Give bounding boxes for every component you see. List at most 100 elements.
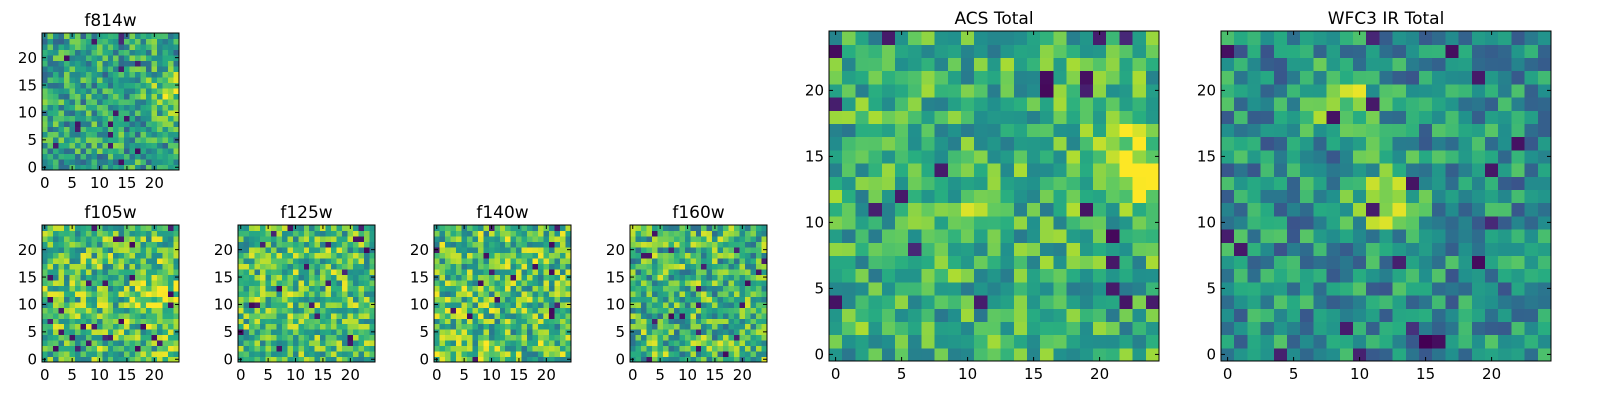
- heatmap-cell: [881, 189, 896, 204]
- heatmap-cell: [987, 57, 1002, 72]
- heatmap-cell: [1221, 123, 1235, 138]
- heatmap-cell: [129, 148, 136, 155]
- heatmap-cell: [42, 235, 49, 243]
- heatmap-cell: [168, 257, 175, 264]
- heatmap-cell: [1366, 255, 1380, 270]
- heatmap-cell: [1379, 281, 1394, 296]
- x-tick-label: 5: [897, 365, 907, 383]
- heatmap-cell: [717, 340, 724, 347]
- heatmap-cell: [505, 329, 512, 336]
- heatmap-cell: [1300, 255, 1314, 270]
- heatmap-cell: [135, 329, 142, 336]
- heatmap-cell: [1498, 308, 1512, 322]
- heatmap-cell: [934, 308, 949, 322]
- heatmap-cell: [353, 318, 360, 325]
- heatmap-cell: [1353, 44, 1367, 58]
- heatmap-cell: [1498, 149, 1512, 164]
- heatmap-cell: [1405, 202, 1420, 217]
- heatmap-cell: [679, 318, 686, 325]
- heatmap-cell: [1234, 97, 1248, 111]
- heatmap-cell: [554, 225, 561, 232]
- heatmap-cell: [238, 340, 245, 347]
- heatmap-cell: [723, 268, 730, 275]
- heatmap-cell: [63, 340, 70, 347]
- heatmap-cell: [538, 268, 545, 275]
- heatmap-cell: [1392, 176, 1407, 190]
- heatmap-cell: [1079, 176, 1094, 190]
- heatmap-cell: [118, 38, 125, 45]
- heatmap-cell: [881, 97, 896, 111]
- heatmap-cell: [1471, 136, 1486, 151]
- heatmap-cell: [173, 76, 180, 83]
- heatmap-cell: [314, 235, 321, 243]
- heatmap-cell: [1392, 202, 1407, 217]
- heatmap-cell: [756, 351, 763, 358]
- heatmap-cell: [162, 54, 169, 61]
- heatmap-cell: [560, 318, 567, 325]
- heatmap-cell: [987, 136, 1002, 151]
- heatmap-cell: [1273, 176, 1288, 190]
- heatmap-cell: [439, 290, 446, 297]
- heatmap-cell: [455, 334, 462, 341]
- heatmap-cell: [712, 323, 719, 330]
- heatmap-cell: [63, 274, 70, 281]
- heatmap-cell: [668, 241, 675, 248]
- heatmap-cell: [466, 235, 473, 243]
- heatmap-cell: [369, 285, 376, 292]
- x-tick-label: 15: [117, 174, 136, 192]
- heatmap-cell: [646, 340, 653, 347]
- heatmap-cell: [151, 65, 158, 72]
- y-tick-label: 20: [410, 241, 429, 259]
- heatmap-cell: [543, 263, 550, 270]
- x-tick-label: 20: [537, 366, 556, 384]
- heatmap-cell: [1247, 268, 1262, 283]
- heatmap-cell: [168, 60, 175, 67]
- heatmap-cell: [96, 323, 103, 330]
- heatmap-cell: [151, 159, 158, 166]
- heatmap-cell: [1471, 242, 1486, 256]
- heatmap-cell: [113, 252, 120, 259]
- heatmap-cell: [135, 98, 142, 105]
- heatmap-cell: [668, 340, 675, 347]
- heatmap-cell: [717, 274, 724, 281]
- heatmap-cell: [690, 246, 697, 253]
- heatmap-cell: [63, 279, 70, 286]
- heatmap-cell: [1339, 110, 1354, 124]
- heatmap-cell: [477, 235, 484, 243]
- heatmap-cell: [1000, 215, 1015, 230]
- heatmap-cell: [434, 257, 441, 264]
- heatmap-cell: [728, 296, 735, 303]
- heatmap-cell: [1485, 321, 1499, 336]
- heatmap-cell: [63, 241, 70, 248]
- heatmap-cell: [651, 225, 658, 232]
- heatmap-cell: [701, 230, 708, 237]
- heatmap-cell: [961, 123, 975, 138]
- heatmap-cell: [1066, 163, 1081, 177]
- heatmap-cell: [69, 345, 76, 352]
- heatmap-cell: [58, 93, 65, 100]
- heatmap-cell: [292, 257, 299, 264]
- heatmap-cell: [510, 252, 517, 259]
- heatmap-cell: [47, 329, 54, 336]
- heatmap-cell: [1132, 202, 1147, 217]
- heatmap-cell: [1485, 57, 1499, 72]
- heatmap-cell: [52, 76, 60, 83]
- heatmap-cell: [1326, 70, 1341, 85]
- heatmap-cell: [934, 334, 949, 349]
- heatmap-cell: [510, 318, 517, 325]
- heatmap-cell: [113, 345, 120, 352]
- heatmap-cell: [695, 351, 702, 358]
- heatmap-cell: [881, 242, 896, 256]
- heatmap-cell: [1485, 334, 1499, 349]
- heatmap-cell: [254, 230, 261, 237]
- heatmap-cell: [461, 290, 468, 297]
- heatmap-cell: [146, 49, 153, 56]
- heatmap-cell: [259, 329, 266, 336]
- heatmap-cell: [270, 356, 277, 363]
- heatmap-cell: [303, 345, 310, 352]
- heatmap-cell: [829, 255, 843, 270]
- heatmap-cell: [1537, 97, 1552, 111]
- heatmap-cell: [565, 323, 572, 330]
- heatmap-cell: [47, 356, 54, 363]
- heatmap-cell: [855, 136, 870, 151]
